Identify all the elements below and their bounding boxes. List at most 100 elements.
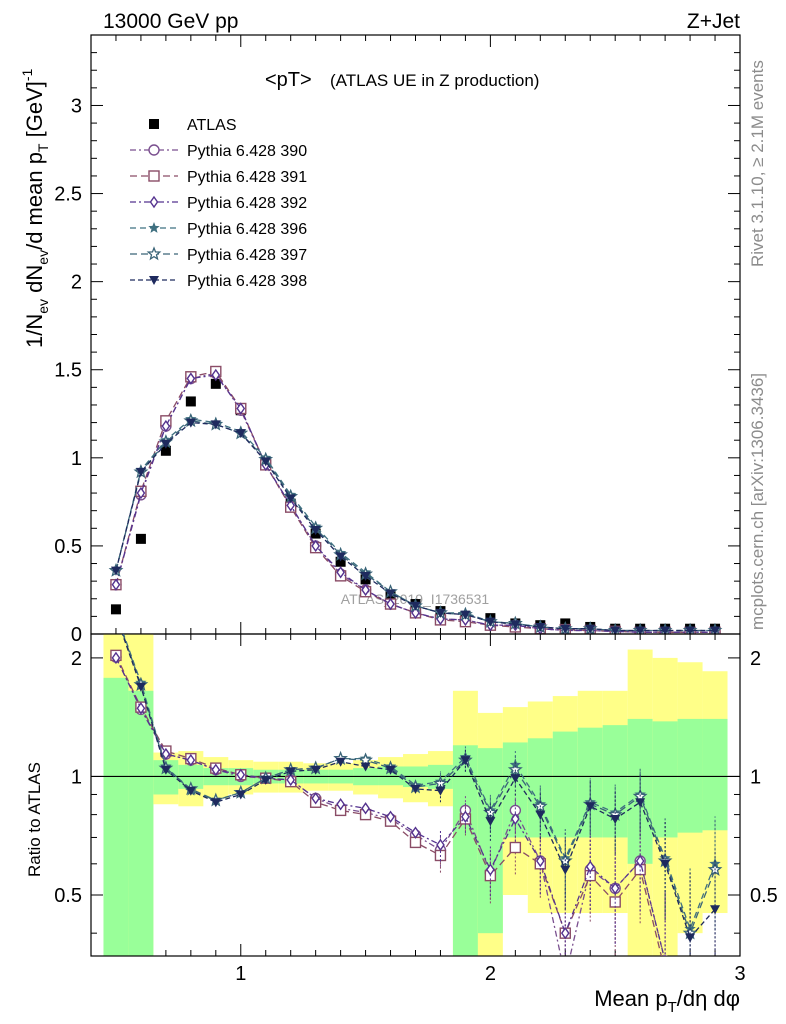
data-point	[285, 494, 296, 504]
ratio-point	[311, 792, 321, 805]
main-title: <pT>	[265, 69, 312, 91]
ratio-point	[235, 790, 246, 800]
ratio-point	[585, 860, 595, 873]
ratio-point	[510, 774, 521, 784]
ratio-point	[210, 798, 221, 808]
legend-marker	[146, 246, 162, 261]
ratio-point	[710, 905, 721, 915]
ratio-point	[664, 954, 666, 956]
ratio-point	[610, 814, 621, 824]
ratio-point	[610, 882, 620, 895]
data-point	[110, 566, 121, 576]
y-tick-label-left: 2	[71, 648, 82, 670]
data-point	[135, 533, 146, 544]
data-point	[361, 583, 370, 597]
ratio-point	[510, 812, 520, 826]
ratio-point	[285, 767, 296, 777]
ratio-point	[236, 768, 246, 781]
ratio-point	[435, 786, 446, 796]
data-point	[336, 566, 345, 579]
data-point	[510, 620, 521, 630]
uncertainty-band-inner	[702, 718, 728, 831]
legend-label: Pythia 6.428 390	[187, 143, 307, 160]
y-tick-label-left: 1	[71, 766, 82, 788]
data-point	[410, 601, 421, 611]
data-point	[535, 622, 546, 632]
ratio-point	[660, 966, 670, 976]
data-point	[235, 429, 246, 439]
data-point	[210, 420, 221, 430]
uncertainty-band-inner	[103, 677, 129, 956]
ratio-point	[509, 841, 522, 854]
legend-marker	[149, 119, 159, 129]
ratio-point	[635, 854, 645, 868]
ratio-point	[662, 955, 668, 956]
ratio-point	[136, 702, 146, 715]
legend-marker	[149, 276, 159, 285]
ratio-panel: 1 2 3 0.5 0.5 1 1 2 2	[54, 633, 778, 985]
ratio-point	[485, 817, 496, 827]
uncertainty-band-inner	[652, 721, 678, 838]
ratio-point	[260, 775, 271, 785]
data-point	[560, 624, 571, 634]
uncertainty-band-inner	[128, 690, 154, 956]
header-process: Z+Jet	[687, 10, 740, 33]
side-rivet-info: Rivet 3.1.10, ≥ 2.1M events	[748, 60, 767, 267]
ratio-point	[360, 762, 371, 772]
legend-marker	[148, 144, 160, 156]
data-point	[335, 556, 346, 567]
ratio-point	[486, 863, 495, 876]
ratio-point	[460, 756, 471, 766]
data-point	[185, 418, 196, 428]
ratio-point	[635, 798, 646, 808]
series-pythia-6-428-398	[110, 418, 721, 634]
data-point	[111, 578, 121, 591]
ratio-ylabel: Ratio to ATLAS	[25, 762, 44, 877]
y-tick-label: 1.5	[54, 360, 82, 382]
data-point	[635, 626, 646, 634]
ratio-point	[660, 859, 671, 869]
ratio-point	[160, 765, 171, 775]
y-tick-label-right: 1	[750, 766, 761, 788]
data-point	[685, 626, 696, 634]
ratio-point	[409, 836, 422, 849]
data-point	[585, 624, 596, 634]
ratio-point	[535, 810, 546, 820]
ratio-point	[310, 765, 321, 775]
legend-entry: ATLAS	[149, 117, 237, 134]
side-mcplots-info: mcplots.cern.ch [arXiv:1306.3436]	[748, 373, 767, 630]
ratio-point	[186, 753, 196, 767]
data-point	[135, 467, 146, 477]
data-point	[260, 457, 271, 467]
legend-entry: Pythia 6.428 398	[130, 273, 307, 290]
ratio-point	[685, 933, 696, 943]
y-tick-label-right: 0.5	[750, 885, 778, 907]
uncertainty-band-inner	[552, 731, 578, 838]
ratio-point	[385, 765, 396, 775]
ratio-point	[211, 763, 221, 776]
y-tick-label: 0	[71, 624, 82, 646]
header-energy: 13000 GeV pp	[103, 10, 238, 33]
legend-marker	[149, 195, 159, 209]
legend-label: Pythia 6.428 392	[187, 195, 307, 212]
data-point	[160, 439, 171, 449]
legend-marker	[148, 170, 160, 182]
ratio-point	[361, 802, 370, 815]
data-point	[160, 445, 171, 456]
data-point	[236, 402, 246, 415]
y-tick-label: 3	[71, 95, 82, 117]
legend-label: Pythia 6.428 391	[187, 169, 307, 186]
y-tick-label: 1	[71, 448, 82, 470]
data-point	[435, 608, 446, 618]
ratio-point	[560, 972, 570, 982]
data-point	[460, 610, 471, 620]
ratio-pythia-6-428-398	[121, 634, 721, 956]
ratio-point	[461, 810, 470, 823]
y-tick-label-right: 2	[750, 648, 761, 670]
legend-entry: Pythia 6.428 390	[130, 143, 307, 160]
legend-label: Pythia 6.428 396	[187, 221, 307, 238]
ratio-point	[560, 926, 570, 940]
y-tick-label: 0.5	[54, 536, 82, 558]
ratio-point	[286, 773, 296, 787]
